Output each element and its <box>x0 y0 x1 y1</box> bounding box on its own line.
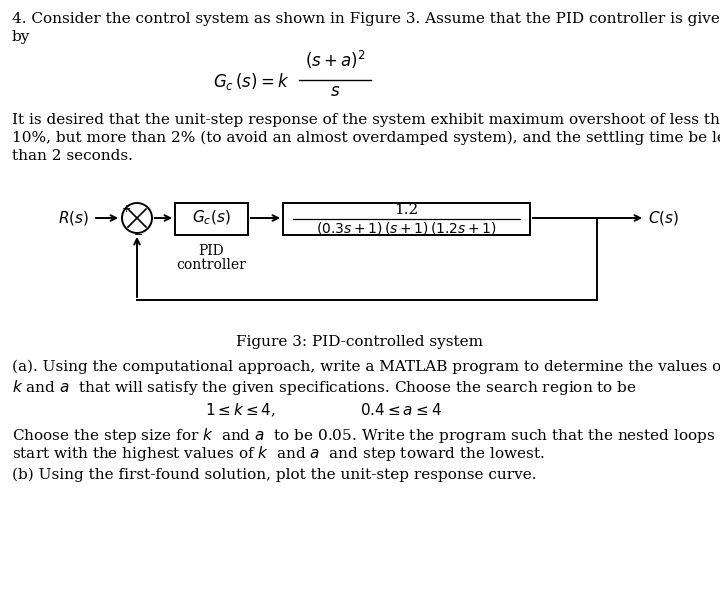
Text: by: by <box>12 30 30 44</box>
Text: Choose the step size for $k$  and $a$  to be 0.05. Write the program such that t: Choose the step size for $k$ and $a$ to … <box>12 426 716 445</box>
Bar <box>175 203 248 235</box>
Text: 10%, but more than 2% (to avoid an almost overdamped system), and the settling t: 10%, but more than 2% (to avoid an almos… <box>12 131 720 145</box>
Text: start with the highest values of $k$  and $a$  and step toward the lowest.: start with the highest values of $k$ and… <box>12 444 544 463</box>
Text: $0.4\leq a\leq 4$: $0.4\leq a\leq 4$ <box>360 402 442 418</box>
Text: It is desired that the unit-step response of the system exhibit maximum overshoo: It is desired that the unit-step respons… <box>12 113 720 127</box>
Text: than 2 seconds.: than 2 seconds. <box>12 149 133 163</box>
Text: 4. Consider the control system as shown in Figure 3. Assume that the PID control: 4. Consider the control system as shown … <box>12 12 720 26</box>
Text: $R(s)$: $R(s)$ <box>58 209 89 227</box>
Text: PID: PID <box>199 244 225 258</box>
Text: $C(s)$: $C(s)$ <box>648 209 679 227</box>
Text: 1.2: 1.2 <box>395 203 418 217</box>
Text: controller: controller <box>176 258 246 272</box>
Text: +: + <box>121 204 131 214</box>
Text: Figure 3: PID-controlled system: Figure 3: PID-controlled system <box>236 335 484 349</box>
Text: $s$: $s$ <box>330 83 340 100</box>
Text: (b) Using the first-found solution, plot the unit-step response curve.: (b) Using the first-found solution, plot… <box>12 468 536 483</box>
Text: $G_c(s)$: $G_c(s)$ <box>192 209 231 227</box>
Text: (a). Using the computational approach, write a MATLAB program to determine the v: (a). Using the computational approach, w… <box>12 360 720 375</box>
Text: $(s+a)^2$: $(s+a)^2$ <box>305 49 365 71</box>
Text: $(0.3s + 1)\,(s + 1)\,(1.2s + 1)$: $(0.3s + 1)\,(s + 1)\,(1.2s + 1)$ <box>316 220 497 236</box>
Text: $k$ and $a$  that will satisfy the given specifications. Choose the search regio: $k$ and $a$ that will satisfy the given … <box>12 378 637 397</box>
Text: $G_c\,(s)=k\,$: $G_c\,(s)=k\,$ <box>213 71 290 92</box>
Bar <box>283 203 530 235</box>
Text: $1\leq k\leq 4$,: $1\leq k\leq 4$, <box>205 402 276 419</box>
Text: −: − <box>135 230 144 240</box>
